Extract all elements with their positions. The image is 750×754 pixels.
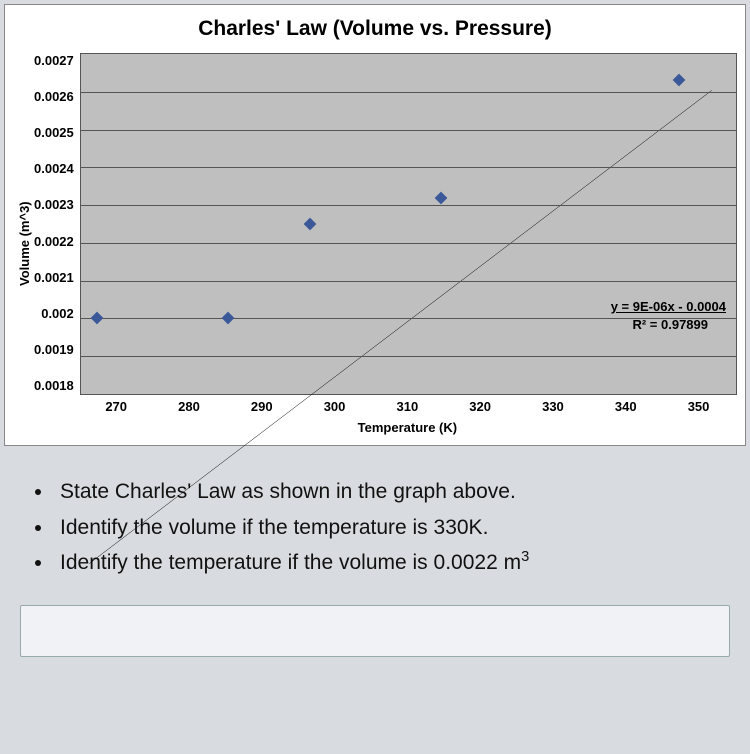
chart-body: Volume (m^3) 0.00270.00260.00250.00240.0… xyxy=(15,53,735,435)
gridline xyxy=(81,167,736,168)
y-tick: 0.0025 xyxy=(34,125,74,140)
x-tick: 280 xyxy=(153,399,226,414)
x-tick: 310 xyxy=(371,399,444,414)
x-tick: 300 xyxy=(298,399,371,414)
chart-panel: Charles' Law (Volume vs. Pressure) Volum… xyxy=(4,4,746,446)
gridline xyxy=(81,205,736,206)
x-tick: 320 xyxy=(444,399,517,414)
gridline xyxy=(81,318,736,319)
y-axis-ticks: 0.0027 0.0026 0.0025 0.0024 0.0023 0.0022 0.00… xyxy=(34,53,80,393)
trend-equation: y = 9E-06x - 0.0004 xyxy=(611,299,726,314)
x-tick: 340 xyxy=(589,399,662,414)
x-tick: 290 xyxy=(225,399,298,414)
y-tick: 0.0023 xyxy=(34,197,74,212)
trendline xyxy=(81,54,736,709)
y-tick: 0.002 xyxy=(34,306,74,321)
plot-area: y = 9E-06x - 0.0004 R² = 0.97899 xyxy=(80,53,737,395)
x-tick: 270 xyxy=(80,399,153,414)
x-tick: 350 xyxy=(662,399,735,414)
gridline xyxy=(81,356,736,357)
x-tick: 330 xyxy=(517,399,590,414)
y-tick: 0.0019 xyxy=(34,342,74,357)
gridline xyxy=(81,92,736,93)
y-tick: 0.0021 xyxy=(34,270,74,285)
chart-title: Charles' Law (Volume vs. Pressure) xyxy=(15,11,735,53)
plot-wrap: y = 9E-06x - 0.0004 R² = 0.97899 2702802… xyxy=(80,53,735,435)
gridline xyxy=(81,281,736,282)
y-tick: 0.0018 xyxy=(34,378,74,393)
y-axis-label: Volume (m^3) xyxy=(15,53,34,435)
gridline xyxy=(81,130,736,131)
gridline xyxy=(81,243,736,244)
y-tick: 0.0026 xyxy=(34,89,74,104)
y-tick: 0.0027 xyxy=(34,53,74,68)
y-tick: 0.0022 xyxy=(34,234,74,249)
y-tick: 0.0024 xyxy=(34,161,74,176)
